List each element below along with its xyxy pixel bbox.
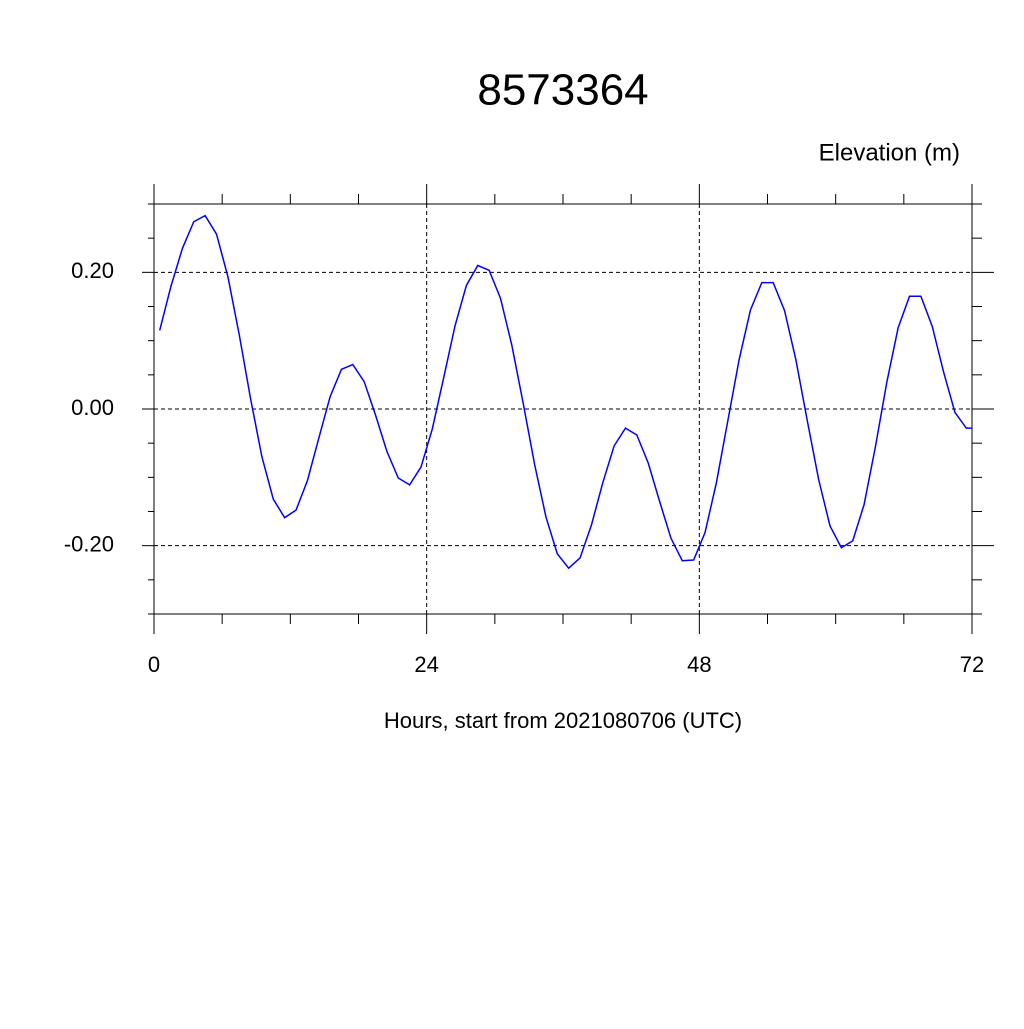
y-tick-label: 0.20 xyxy=(71,258,114,283)
y-axis-label: Elevation (m) xyxy=(819,139,960,166)
chart-title: 8573364 xyxy=(477,66,648,115)
line-series xyxy=(158,214,972,570)
x-tick-label: 48 xyxy=(687,652,711,677)
y-tick-label: 0.00 xyxy=(71,395,114,420)
x-tick-label: 0 xyxy=(148,652,160,677)
y-tick-label: -0.20 xyxy=(64,531,114,556)
x-axis-label: Hours, start from 2021080706 (UTC) xyxy=(384,708,742,733)
x-tick-label: 24 xyxy=(414,652,438,677)
plot-frame xyxy=(153,203,973,615)
x-tick-label: 72 xyxy=(960,652,984,677)
